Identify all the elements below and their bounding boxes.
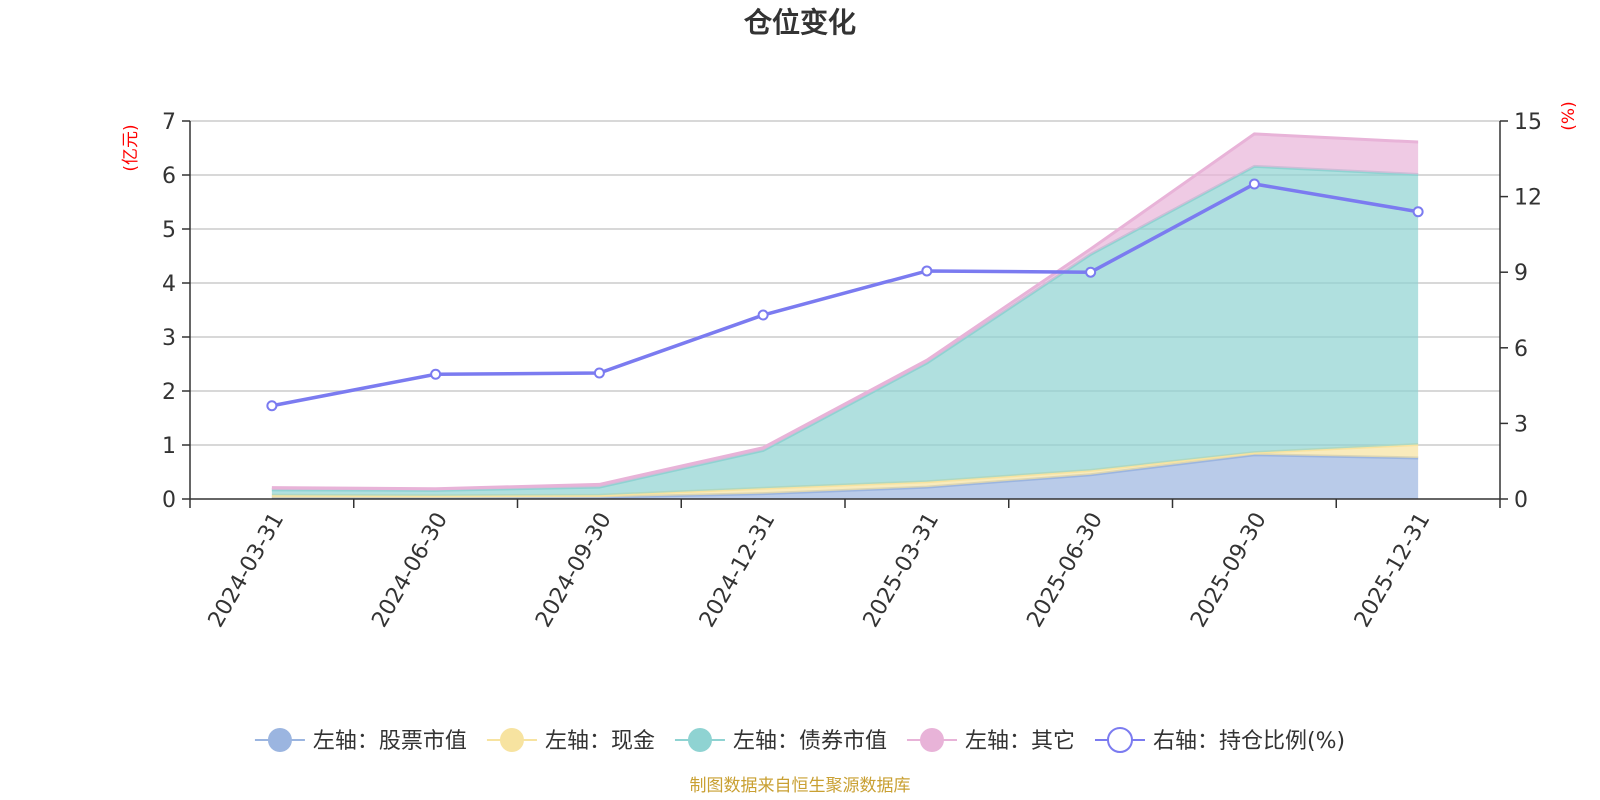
legend-item-4[interactable]: 右轴：持仓比例(%) bbox=[1094, 727, 1345, 754]
legend-item-2[interactable]: 左轴：债券市值 bbox=[674, 728, 887, 754]
area-series-3 bbox=[271, 133, 1419, 491]
area-series-2 bbox=[271, 166, 1419, 496]
legend-label: 左轴：其它 bbox=[965, 729, 1075, 754]
right-tick-label: 12 bbox=[1514, 186, 1542, 211]
chart-title: 仓位变化 bbox=[744, 6, 856, 39]
ratio-point[interactable] bbox=[1085, 266, 1097, 278]
x-tick-label: 2024-12-31 bbox=[695, 509, 781, 632]
ratio-line bbox=[271, 182, 1419, 408]
left-tick-label: 4 bbox=[162, 272, 176, 297]
left-tick-label: 7 bbox=[162, 110, 176, 135]
ratio-point[interactable] bbox=[430, 368, 442, 380]
legend-marker bbox=[499, 728, 524, 752]
left-axis-unit: (亿元) bbox=[121, 124, 141, 171]
ratio-point[interactable] bbox=[1248, 178, 1260, 190]
left-tick-label: 1 bbox=[162, 434, 176, 459]
x-tick-label: 2024-09-30 bbox=[531, 509, 617, 632]
ratio-point[interactable] bbox=[593, 367, 605, 379]
area-edge-3 bbox=[271, 132, 1419, 491]
legend-marker bbox=[687, 728, 712, 752]
area-series-0 bbox=[271, 454, 1419, 499]
legend-item-0[interactable]: 左轴：股票市值 bbox=[254, 728, 467, 754]
ratio-point[interactable] bbox=[757, 309, 769, 321]
left-tick-label: 0 bbox=[162, 488, 176, 513]
right-tick-label: 15 bbox=[1514, 110, 1542, 135]
x-tick-label: 2025-03-31 bbox=[859, 509, 945, 632]
ratio-point[interactable] bbox=[1412, 206, 1424, 218]
legend-label: 左轴：现金 bbox=[545, 729, 655, 754]
legend-item-1[interactable]: 左轴：现金 bbox=[486, 728, 655, 754]
right-tick-label: 9 bbox=[1514, 261, 1528, 286]
left-tick-label: 5 bbox=[162, 218, 176, 243]
grid bbox=[190, 120, 1500, 446]
legend-item-3[interactable]: 左轴：其它 bbox=[906, 728, 1075, 754]
x-tick-label: 2024-03-31 bbox=[204, 509, 290, 632]
source-note: 制图数据来自恒生聚源数据库 bbox=[690, 776, 911, 796]
left-tick-label: 2 bbox=[162, 380, 176, 405]
right-tick-label: 6 bbox=[1514, 337, 1528, 362]
area-series-1 bbox=[271, 444, 1419, 498]
left-tick-label: 3 bbox=[162, 326, 176, 351]
legend-marker bbox=[1106, 727, 1133, 753]
legend-label: 左轴：债券市值 bbox=[733, 729, 887, 754]
legend-label: 右轴：持仓比例(%) bbox=[1153, 729, 1345, 754]
legend-marker bbox=[267, 728, 292, 752]
right-tick-label: 3 bbox=[1514, 412, 1528, 437]
ratio-point[interactable] bbox=[921, 265, 933, 277]
right-tick-label: 0 bbox=[1514, 488, 1528, 513]
left-tick-label: 6 bbox=[162, 164, 176, 189]
right-axis-unit: (%) bbox=[1559, 101, 1579, 130]
legend-marker bbox=[919, 728, 944, 752]
x-tick-label: 2025-12-31 bbox=[1350, 509, 1436, 632]
x-tick-label: 2025-06-30 bbox=[1022, 509, 1108, 632]
legend-label: 左轴：股票市值 bbox=[313, 729, 467, 754]
x-tick-label: 2024-06-30 bbox=[367, 509, 453, 632]
ratio-line-layer bbox=[266, 178, 1424, 412]
ratio-point[interactable] bbox=[266, 400, 278, 412]
x-tick-label: 2025-09-30 bbox=[1186, 509, 1272, 632]
legend[interactable]: 左轴：股票市值 左轴：现金 左轴：债券市值 左轴：其它 右轴：持仓比例(%) bbox=[254, 727, 1345, 754]
